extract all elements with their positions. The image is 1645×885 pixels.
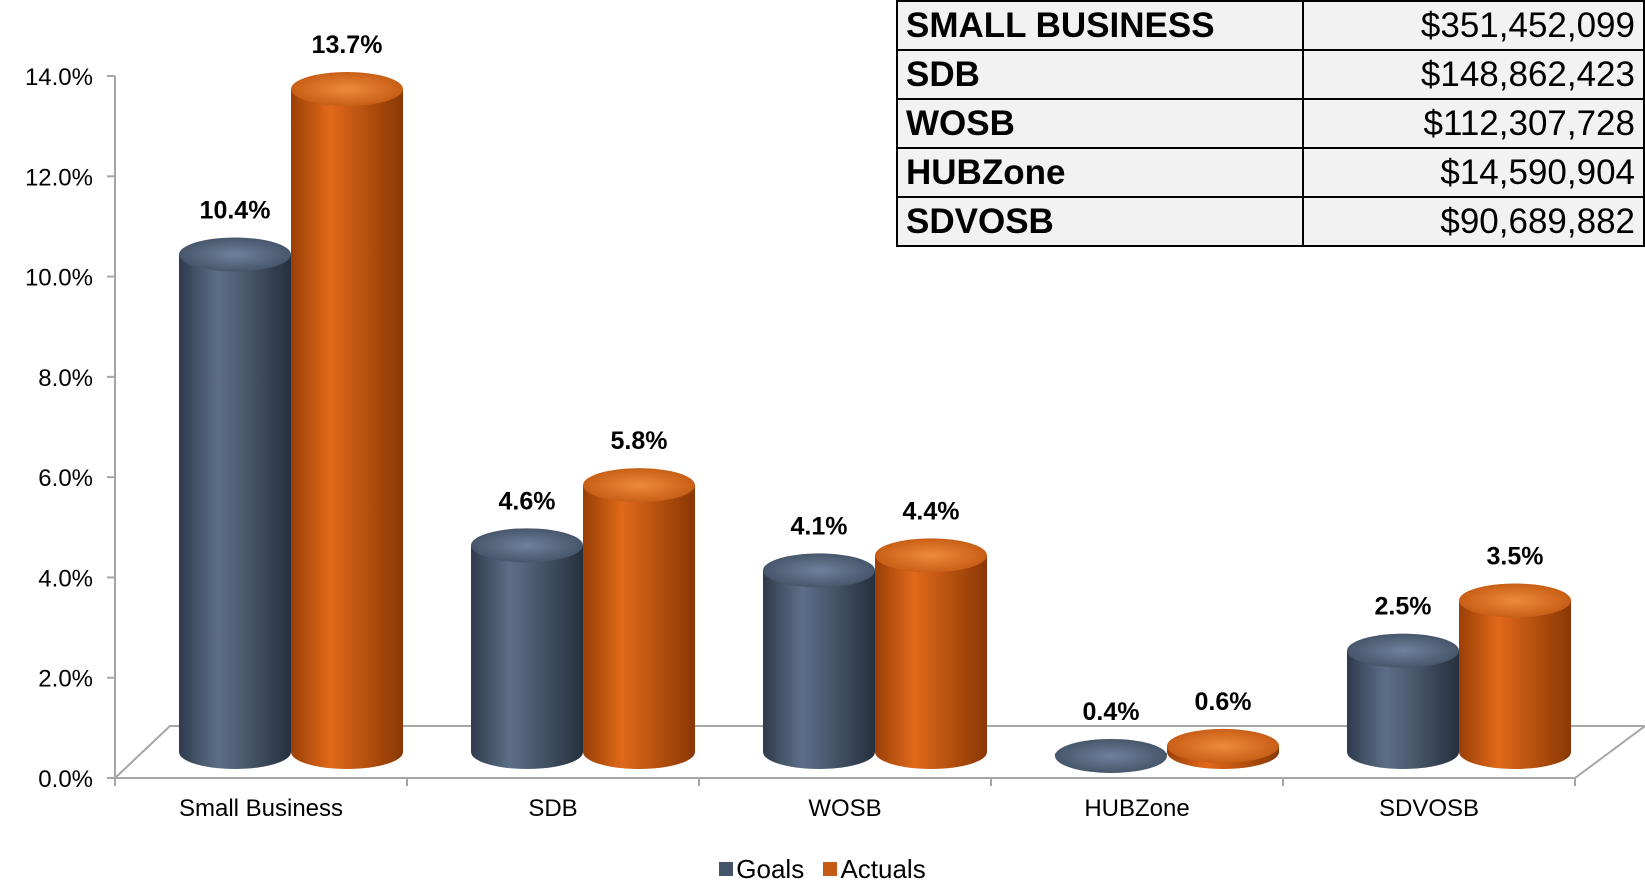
bar-actuals	[875, 538, 987, 769]
data-label: 0.6%	[1195, 688, 1252, 716]
data-label: 10.4%	[200, 197, 271, 225]
bar-body	[1347, 650, 1459, 769]
x-tick-label: SDB	[528, 795, 577, 822]
y-tick-label: 6.0%	[38, 465, 93, 492]
y-tick-label: 12.0%	[25, 164, 93, 191]
bar-top	[763, 553, 875, 588]
bar-body	[179, 254, 291, 769]
data-label: 3.5%	[1487, 543, 1544, 571]
bar-top	[471, 528, 583, 563]
legend-swatch-goals	[719, 862, 734, 876]
bar-top	[583, 468, 695, 503]
table-cell-category: SDB	[895, 49, 1305, 100]
table-cell-amount: $90,689,882	[1302, 196, 1645, 247]
chart-labels: 10.4% 13.7% 4.6% 5.8% 4.1% 4.4% 0.4% 0.6% 2.5% 3.…	[200, 31, 1544, 726]
bar-actuals	[291, 72, 403, 770]
bar-top	[291, 72, 403, 107]
legend-label-actuals: Actuals	[840, 853, 926, 884]
bar-body	[763, 570, 875, 769]
x-tick-label: HUBZone	[1084, 795, 1189, 822]
table-row: WOSB $112,307,728	[895, 98, 1645, 149]
table-row: SDB $148,862,423	[895, 49, 1645, 100]
chart-axes: 0.0% 2.0% 4.0% 6.0% 8.0% 10.0% 12.0% 14.0% Small…	[25, 64, 1576, 822]
table-cell-amount: $112,307,728	[1302, 98, 1645, 149]
data-label: 4.4%	[903, 497, 960, 525]
chart-legend: Goals Actuals	[0, 852, 1645, 885]
data-label: 5.8%	[611, 427, 668, 455]
data-label: 4.1%	[791, 512, 848, 540]
y-tick-label: 0.0%	[38, 766, 93, 793]
legend-item-actuals: Actuals	[823, 853, 926, 885]
bar-top	[1347, 633, 1459, 668]
table-cell-amount: $148,862,423	[1302, 49, 1645, 100]
data-label: 13.7%	[312, 31, 383, 59]
table-row: SMALL BUSINESS $351,452,099	[895, 0, 1645, 51]
funding-table: SMALL BUSINESS $351,452,099 SDB $148,862…	[895, 0, 1645, 247]
bar-top	[875, 538, 987, 573]
bar-body	[471, 545, 583, 769]
table-cell-amount: $351,452,099	[1302, 0, 1645, 51]
table-row: HUBZone $14,590,904	[895, 147, 1645, 198]
chart-bars	[179, 72, 1571, 773]
y-tick-label: 4.0%	[38, 565, 93, 592]
bar-goals	[1055, 738, 1167, 773]
x-tick-label: Small Business	[179, 795, 343, 822]
table-cell-amount: $14,590,904	[1302, 147, 1645, 198]
bar-actuals	[583, 468, 695, 769]
legend-item-goals: Goals	[719, 854, 804, 885]
data-label: 0.4%	[1083, 698, 1140, 726]
bar-goals	[763, 553, 875, 769]
bar-actuals	[1459, 583, 1571, 769]
bar-body	[875, 555, 987, 769]
bar-top	[179, 237, 291, 272]
y-tick-label: 2.0%	[38, 666, 93, 693]
table-cell-category: WOSB	[895, 98, 1305, 149]
table-cell-category: SMALL BUSINESS	[895, 0, 1305, 51]
bar-body	[1459, 600, 1571, 769]
bar-body	[291, 89, 403, 770]
table-cell-category: HUBZone	[895, 147, 1305, 198]
bar-actuals	[1167, 728, 1279, 769]
data-label: 4.6%	[499, 487, 556, 515]
bar-goals	[471, 528, 583, 769]
bar-top	[1459, 583, 1571, 618]
data-label: 2.5%	[1375, 593, 1432, 621]
bar-top	[1055, 738, 1167, 773]
bar-top	[1167, 728, 1279, 763]
legend-swatch-actuals	[823, 862, 838, 876]
legend-label-goals: Goals	[736, 853, 805, 884]
bar-goals	[179, 237, 291, 769]
y-tick-label: 10.0%	[25, 265, 93, 292]
table-row: SDVOSB $90,689,882	[895, 196, 1645, 247]
x-tick-label: SDVOSB	[1379, 795, 1479, 822]
y-tick-label: 14.0%	[25, 64, 93, 91]
bar-goals	[1347, 633, 1459, 769]
bar-body	[583, 485, 695, 769]
x-tick-label: WOSB	[808, 795, 881, 822]
table-cell-category: SDVOSB	[895, 196, 1305, 247]
y-tick-label: 8.0%	[38, 365, 93, 392]
